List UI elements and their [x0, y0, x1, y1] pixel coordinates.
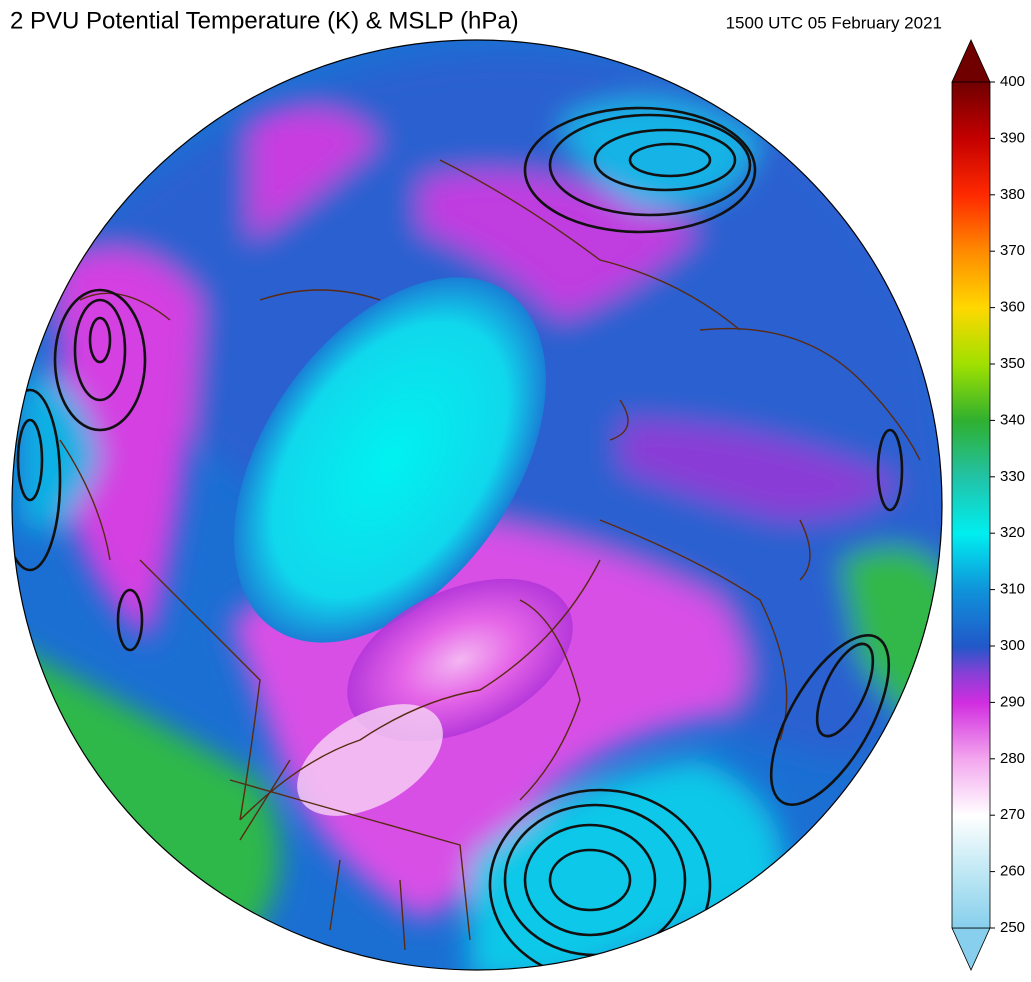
globe-outline	[11, 39, 943, 971]
colorbar-tick-label: 290	[1000, 693, 1025, 710]
colorbar-tick-label: 390	[1000, 129, 1025, 146]
colorbar-tick-label: 350	[1000, 355, 1025, 372]
colorbar-tick-label: 380	[1000, 186, 1025, 203]
colorbar-tick-label: 320	[1000, 524, 1025, 541]
colorbar-tick-label: 330	[1000, 468, 1025, 485]
colorbar-tick-label: 300	[1000, 637, 1025, 654]
colorbar: 250 260 270 280 290 300 310 320 330 340 350 360 370 3…	[951, 39, 1025, 971]
colorbar-tick-label: 250	[1000, 919, 1025, 936]
colorbar-tick-label: 310	[1000, 581, 1025, 598]
colorbar-tick-label: 360	[1000, 299, 1025, 316]
colorbar-tick-label: 280	[1000, 750, 1025, 767]
colorbar-tick-label: 340	[1000, 411, 1025, 428]
colorbar-tick-label: 400	[1000, 73, 1025, 90]
valid-time: 1500 UTC 05 February 2021	[726, 13, 942, 32]
map-title: 2 PVU Potential Temperature (K) & MSLP (…	[10, 7, 519, 34]
colorbar-tick-label: 270	[1000, 806, 1025, 823]
colorbar-tick-label: 260	[1000, 863, 1025, 880]
colorbar-tick-label: 370	[1000, 242, 1025, 259]
